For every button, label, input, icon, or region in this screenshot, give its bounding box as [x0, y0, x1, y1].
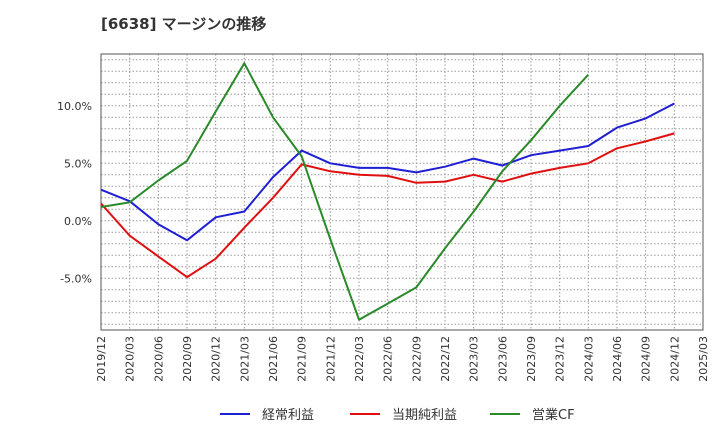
grid-layer — [101, 54, 703, 330]
x-tick-label: 2021/12 — [324, 336, 337, 382]
x-tick-label: 2024/09 — [640, 336, 653, 382]
legend-label: 当期純利益 — [392, 408, 457, 423]
chart-title: [6638] マージンの推移 — [101, 15, 267, 33]
x-tick-label: 2022/09 — [410, 336, 423, 382]
x-tick-label: 2024/06 — [611, 336, 624, 382]
x-tick-label: 2021/03 — [238, 336, 251, 382]
x-tick-label: 2022/12 — [439, 336, 452, 382]
x-tick-label: 2022/06 — [382, 336, 395, 382]
legend-label: 営業CF — [532, 407, 575, 423]
x-tick-label: 2020/03 — [124, 336, 137, 382]
x-tick-label: 2020/06 — [152, 336, 165, 382]
x-tick-label: 2020/09 — [181, 336, 194, 382]
series-layer — [100, 62, 675, 321]
x-tick-label: 2021/06 — [267, 336, 280, 382]
x-tick-label: 2023/09 — [525, 336, 538, 382]
x-tick-label: 2024/12 — [668, 336, 681, 382]
series-line — [100, 62, 590, 321]
series-line — [100, 102, 675, 242]
y-tick-label: -5.0% — [60, 272, 92, 285]
y-tick-label: 5.0% — [64, 157, 92, 170]
x-tick-label: 2019/12 — [95, 336, 108, 382]
y-tick-label: 0.0% — [64, 215, 92, 228]
y-tick-label: 10.0% — [57, 100, 92, 113]
x-tick-label: 2023/03 — [468, 336, 481, 382]
x-tick-label: 2020/12 — [210, 336, 223, 382]
x-tick-label: 2023/06 — [496, 336, 509, 382]
series-line — [100, 132, 675, 279]
plot-frame — [100, 53, 704, 331]
y-axis-ticks: 10.0% 5.0% 0.0% -5.0% — [57, 100, 92, 286]
x-tick-label: 2025/03 — [697, 336, 710, 382]
x-tick-label: 2022/03 — [353, 336, 366, 382]
x-axis-ticks: 2019/12 2020/03 2020/06 2020/09 2020/12 2021/… — [95, 336, 710, 382]
x-tick-label: 2024/03 — [582, 336, 595, 382]
x-tick-label: 2023/12 — [554, 336, 567, 382]
legend-label: 経常利益 — [262, 408, 314, 423]
x-tick-label: 2021/09 — [296, 336, 309, 382]
legend: 経常利益 当期純利益 営業CF — [220, 407, 575, 423]
